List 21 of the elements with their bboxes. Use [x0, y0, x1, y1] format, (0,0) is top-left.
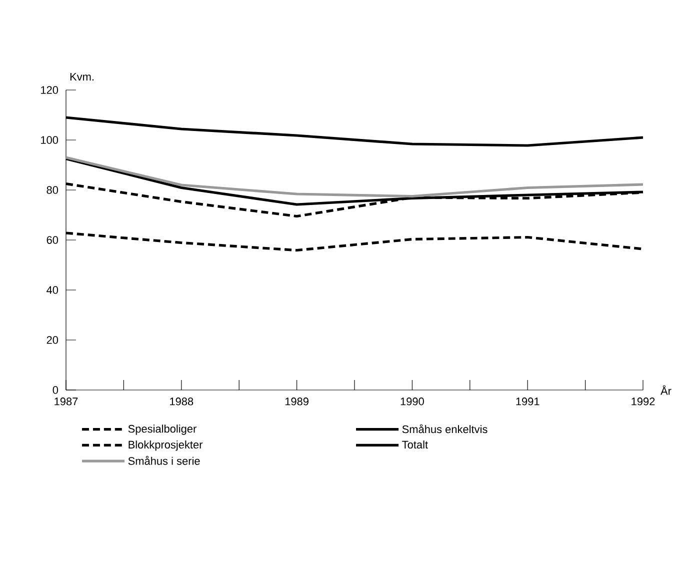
x-tick-label: 1990	[400, 398, 424, 406]
y-tick-label: 80	[46, 186, 58, 194]
y-tick-label: 0	[52, 386, 58, 394]
y-tick-label: 40	[46, 286, 58, 294]
x-tick-label: 1987	[54, 398, 78, 406]
x-tick-label: 1991	[516, 398, 540, 406]
y-tick-label: 100	[41, 136, 58, 144]
y-axis-title: Kvm.	[70, 72, 94, 80]
legend-label: Småhus i serie	[128, 456, 200, 465]
y-tick-label: 20	[46, 336, 58, 344]
line-series	[64, 156, 644, 198]
x-tick-label: 1992	[632, 398, 655, 406]
legend-label: Blokkprosjekter	[128, 440, 203, 451]
x-tick-label: 1989	[285, 398, 308, 406]
y-tick-label: 60	[46, 236, 58, 244]
y-tick-label: 120	[41, 86, 58, 94]
x-axis-title: År	[660, 385, 672, 395]
legend-label: Totalt	[402, 440, 428, 449]
legend-label: Spesialboliger	[128, 424, 196, 435]
legend-label: Småhus enkeltvis	[402, 424, 488, 434]
x-tick-label: 1988	[170, 398, 194, 406]
